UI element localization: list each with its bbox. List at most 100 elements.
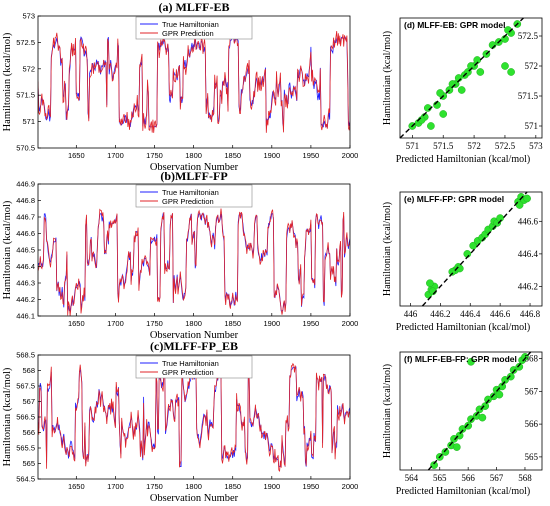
- scatter-point: [441, 448, 450, 456]
- x-tick-label: 572.5: [495, 141, 516, 151]
- scatter-point: [467, 357, 475, 366]
- x-tick-label: 1800: [185, 151, 202, 160]
- legend-label: GPR Prediction: [162, 197, 214, 206]
- scatter-point: [515, 362, 524, 371]
- legend-box: [135, 355, 253, 379]
- x-tick-label: 565: [433, 473, 447, 483]
- scatter-point: [467, 415, 475, 424]
- scatter-point: [501, 376, 509, 384]
- y-tick-label: 565: [525, 452, 539, 462]
- scatter-chart-sc_fp_eb: (f) MLFF-EB-FP: GPR model 564 565 566 567 568…: [382, 351, 543, 497]
- scatter-point: [464, 421, 473, 430]
- chart-title: (b)MLFF-FP: [160, 169, 227, 183]
- scatter-point: [523, 194, 531, 203]
- x-axis-label: Observation Number: [150, 493, 239, 501]
- reference-line: [421, 191, 528, 307]
- y-tick-label: 446.1: [16, 312, 35, 321]
- chart-title: (f) MLFF-EB-FP: GPR model: [404, 354, 517, 364]
- y-tick-label: 446.6: [16, 229, 35, 238]
- y-axis-label: Hamiltonian (kcal/mol): [2, 367, 13, 466]
- x-axis-label: Predicted Hamiltonian (kcal/mol): [396, 154, 530, 165]
- x-tick-label: 1800: [185, 319, 202, 328]
- y-tick-label: 446.7: [16, 213, 35, 222]
- x-tick-label: 1850: [224, 319, 241, 328]
- y-tick-label: 571.5: [518, 91, 539, 101]
- scatter-point: [439, 110, 448, 118]
- plot-frame: [37, 15, 351, 149]
- scatter-point: [457, 86, 466, 94]
- y-tick-label: 568: [22, 366, 35, 375]
- scatter-point: [495, 390, 504, 399]
- y-tick-label: 568: [525, 354, 539, 364]
- x-tick-label: 446.6: [490, 309, 511, 319]
- scatter-point: [436, 89, 444, 97]
- scatter-point: [498, 382, 507, 391]
- legend-box: [135, 16, 253, 40]
- y-tick-label: 566.5: [16, 413, 35, 422]
- x-tick-label: 1900: [263, 482, 280, 491]
- x-tick-label: 566: [461, 473, 475, 483]
- scatter-point: [452, 443, 461, 451]
- y-tick-label: 446.9: [16, 180, 35, 189]
- x-axis-label: Predicted Hamiltonian (kcal/mol): [396, 486, 530, 497]
- y-tick-label: 446.3: [16, 279, 35, 288]
- y-tick-label: 446.4: [518, 249, 539, 259]
- x-tick-label: 571: [406, 141, 420, 151]
- x-tick-label: 1950: [303, 151, 320, 160]
- scatter-point: [478, 413, 487, 422]
- chart-title: (e) MLFF-FP: GPR model: [404, 194, 504, 204]
- scatter-point: [455, 431, 464, 440]
- x-tick-label: 1650: [68, 319, 85, 328]
- y-axis-label: Hamiltonian (kcal/mol): [2, 200, 13, 299]
- scatter-point: [476, 68, 485, 76]
- x-tick-label: 2000: [342, 319, 359, 328]
- scatter-point: [448, 267, 457, 276]
- y-tick-label: 572: [525, 61, 539, 71]
- chart-title: (c)MLFF-FP_EB: [150, 339, 238, 353]
- scatter-point: [475, 405, 484, 414]
- x-tick-label: 571.5: [433, 141, 454, 151]
- x-axis-label: Observation Number: [150, 162, 239, 173]
- legend-label: GPR Prediction: [162, 29, 214, 38]
- x-tick-label: 446.8: [520, 309, 541, 319]
- y-tick-label: 567: [525, 386, 539, 396]
- x-tick-label: 568: [518, 473, 532, 483]
- plot-frame: [399, 191, 543, 307]
- x-axis-label: Observation Number: [150, 330, 239, 341]
- scatter-point: [430, 461, 438, 469]
- x-tick-label: 1850: [224, 151, 241, 160]
- x-tick-label: 1900: [263, 319, 280, 328]
- y-tick-label: 567.5: [16, 382, 35, 391]
- y-tick-label: 565.5: [16, 444, 35, 453]
- x-tick-label: 564: [405, 473, 419, 483]
- plot-frame: [399, 351, 543, 471]
- series-line-prediction: [38, 30, 350, 133]
- scatter-point: [450, 435, 458, 443]
- y-axis-label: Hamiltonian (kcal/mol): [382, 202, 393, 296]
- y-tick-label: 566: [22, 428, 35, 437]
- y-axis-label: Hamiltonian (kcal/mol): [382, 364, 393, 458]
- y-tick-label: 565: [22, 459, 35, 468]
- timeseries-chart-ts_fp: (b)MLFF-FP 1650 1700 1750 1800 1850 1900 1950 20…: [2, 169, 358, 341]
- y-tick-label: 571: [525, 121, 539, 131]
- x-tick-label: 2000: [342, 151, 359, 160]
- x-tick-label: 1700: [107, 319, 124, 328]
- x-tick-label: 446.4: [460, 309, 481, 319]
- x-tick-label: 1800: [185, 482, 202, 491]
- legend-label: True Hamiltonian: [162, 188, 219, 197]
- x-tick-label: 572: [467, 141, 481, 151]
- y-tick-label: 573: [22, 12, 35, 21]
- y-tick-label: 570.5: [16, 144, 35, 153]
- y-axis-label: Hamiltonian (kcal/mol): [2, 32, 13, 131]
- x-tick-label: 1750: [146, 151, 163, 160]
- x-tick-label: 2000: [342, 482, 359, 491]
- y-tick-label: 446.2: [518, 281, 538, 291]
- y-tick-label: 446.4: [16, 262, 35, 271]
- legend-label: GPR Prediction: [162, 368, 214, 377]
- y-tick-label: 567: [22, 397, 35, 406]
- y-tick-label: 564.5: [16, 475, 35, 484]
- y-tick-label: 446.2: [16, 295, 35, 304]
- x-tick-label: 1700: [107, 482, 124, 491]
- x-tick-label: 1750: [146, 482, 163, 491]
